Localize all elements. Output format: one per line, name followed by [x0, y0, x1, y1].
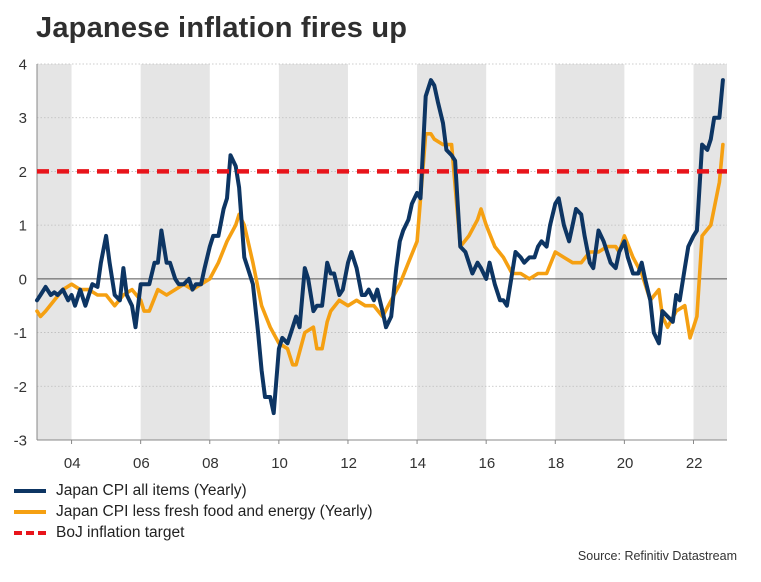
x-tick-label: 04	[64, 455, 81, 472]
shaded-periods	[37, 64, 727, 440]
legend-item-cpi-core: Japan CPI less fresh food and energy (Ye…	[14, 501, 373, 522]
x-tick-label: 08	[202, 455, 219, 472]
legend-swatch-boj-target	[14, 530, 46, 535]
legend-swatch-cpi-all	[14, 488, 46, 493]
shaded-band-1	[140, 64, 210, 440]
series-line-cpi_all	[35, 78, 725, 416]
legend-item-cpi-all: Japan CPI all items (Yearly)	[14, 480, 373, 501]
legend-label-cpi-core: Japan CPI less fresh food and energy (Ye…	[56, 502, 373, 520]
y-tick-label: 2	[19, 164, 27, 181]
x-axis-ticks: 04 06 08 10 12 14 16 18 20 22	[64, 440, 703, 472]
chart-title: Japanese inflation fires up	[36, 12, 408, 44]
legend-label-cpi-all: Japan CPI all items (Yearly)	[56, 481, 247, 499]
x-tick-label: 14	[409, 455, 426, 472]
shaded-band-3	[417, 64, 487, 440]
y-tick-label: -3	[14, 433, 27, 450]
y-tick-label: -2	[14, 379, 27, 396]
x-tick-label: 18	[548, 455, 565, 472]
y-tick-label: 1	[19, 218, 27, 235]
legend: Japan CPI all items (Yearly) Japan CPI l…	[14, 480, 373, 543]
shaded-band-5	[693, 64, 727, 440]
y-axis-ticks: 4 3 2 1 0 -1 -2 -3	[14, 57, 27, 450]
x-tick-label: 12	[340, 455, 357, 472]
shaded-band-0	[37, 64, 72, 440]
x-tick-label: 20	[617, 455, 634, 472]
y-tick-label: -1	[14, 325, 27, 342]
legend-label-boj-target: BoJ inflation target	[56, 523, 185, 541]
x-tick-label: 22	[686, 455, 703, 472]
x-tick-label: 06	[133, 455, 150, 472]
source-note: Source: Refinitiv Datastream	[577, 549, 737, 563]
legend-item-boj-target: BoJ inflation target	[14, 522, 373, 543]
legend-swatch-cpi-core	[14, 509, 46, 514]
y-tick-label: 4	[19, 57, 27, 74]
x-tick-label: 16	[479, 455, 496, 472]
y-tick-label: 3	[19, 110, 27, 127]
x-tick-label: 10	[271, 455, 288, 472]
y-tick-label: 0	[19, 271, 27, 288]
shaded-band-2	[278, 64, 348, 440]
series-lines	[35, 78, 727, 416]
